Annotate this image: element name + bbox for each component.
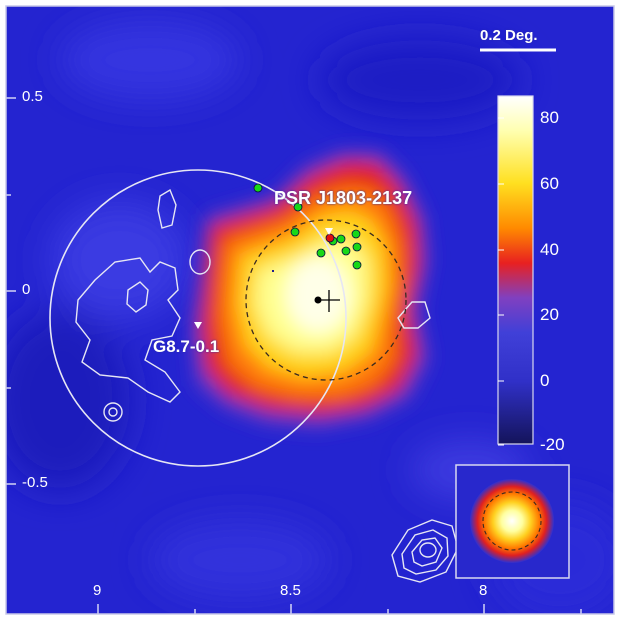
snr-marker-icon	[194, 322, 202, 329]
pulsar-label: PSR J1803-2137	[274, 188, 413, 208]
colorbar-tick-label: -20	[540, 435, 565, 454]
scale-bar-label: 0.2 Deg.	[480, 27, 538, 44]
source-green	[341, 246, 351, 256]
psf-circle-icon	[470, 479, 554, 563]
colorbar-tick-label: 80	[540, 108, 559, 127]
source-green	[253, 183, 263, 193]
x-tick-label: 8	[479, 582, 488, 599]
centroid-marker	[272, 270, 340, 312]
colorbar	[497, 95, 534, 446]
y-tick-label: -0.5	[22, 474, 48, 491]
source-green	[352, 242, 362, 252]
source-green	[336, 234, 346, 244]
source-green	[316, 248, 326, 258]
colorbar-tick-label: 40	[540, 240, 559, 259]
source-green	[293, 202, 303, 212]
x-tick-label: 8.5	[280, 582, 301, 599]
colorbar-tick-label: 60	[540, 174, 559, 193]
colorbar-tick-label: 0	[540, 371, 550, 390]
y-tick-label: 0	[22, 281, 31, 298]
source-green	[290, 227, 300, 237]
map-frame	[5, 5, 615, 615]
axis-ticks	[6, 97, 582, 614]
source-markers	[253, 183, 362, 270]
source-red	[325, 233, 335, 243]
snr-label: G8.7-0.1	[153, 337, 220, 356]
source-green	[352, 260, 362, 270]
x-tick-label: 9	[93, 582, 102, 599]
colorbar-tick-label: 20	[540, 305, 559, 324]
pulsar-marker-icon	[325, 228, 333, 235]
psf-inset	[455, 464, 570, 579]
y-tick-label: 0.5	[22, 88, 43, 105]
source-green	[351, 229, 361, 239]
source-extent-circle	[245, 219, 407, 381]
snr-circle	[49, 169, 347, 467]
